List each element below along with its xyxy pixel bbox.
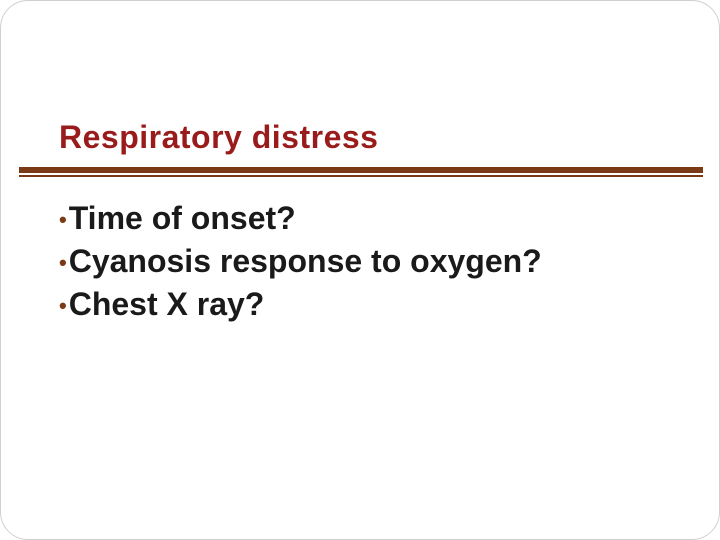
bullet-text: Time of onset? [69, 200, 296, 236]
bullet-icon: • [59, 250, 67, 275]
bullet-text: Chest X ray? [69, 286, 265, 322]
bullet-item: •Cyanosis response to oxygen? [59, 240, 659, 283]
bullet-item: •Time of onset? [59, 197, 659, 240]
slide-frame: Respiratory distress •Time of onset? •Cy… [0, 0, 720, 540]
bullet-item: •Chest X ray? [59, 283, 659, 326]
divider-thick [19, 167, 703, 173]
slide-title: Respiratory distress [59, 119, 378, 156]
bullet-icon: • [59, 293, 67, 318]
bullet-icon: • [59, 207, 67, 232]
slide-body: •Time of onset? •Cyanosis response to ox… [59, 197, 659, 327]
divider-thin [19, 175, 703, 177]
bullet-text: Cyanosis response to oxygen? [69, 243, 542, 279]
